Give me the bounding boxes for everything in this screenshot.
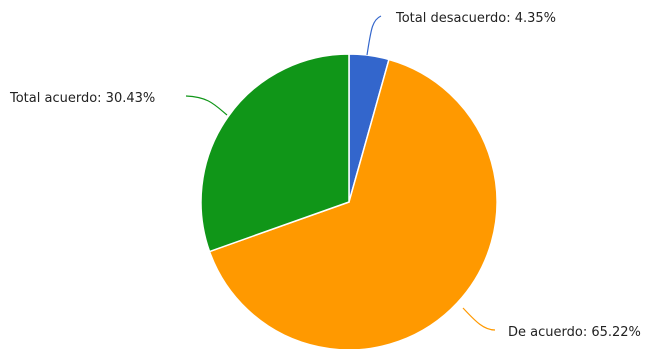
leader-line-total-acuerdo bbox=[185, 95, 228, 116]
pie-slices bbox=[200, 53, 498, 349]
slice-label-de-acuerdo: De acuerdo: 65.22% bbox=[508, 325, 641, 340]
slice-labels: Total desacuerdo: 4.35% De acuerdo: 65.22… bbox=[9, 11, 641, 340]
slice-label-total-desacuerdo: Total desacuerdo: 4.35% bbox=[395, 11, 556, 26]
leader-line-de-acuerdo bbox=[462, 307, 496, 331]
slice-label-total-acuerdo: Total acuerdo: 30.43% bbox=[9, 91, 155, 106]
pie-slice-total-acuerdo[interactable] bbox=[200, 53, 350, 253]
leader-lines bbox=[185, 15, 496, 331]
leader-line-total-desacuerdo bbox=[366, 15, 382, 56]
pie-slice-de-acuerdo[interactable] bbox=[208, 58, 498, 349]
